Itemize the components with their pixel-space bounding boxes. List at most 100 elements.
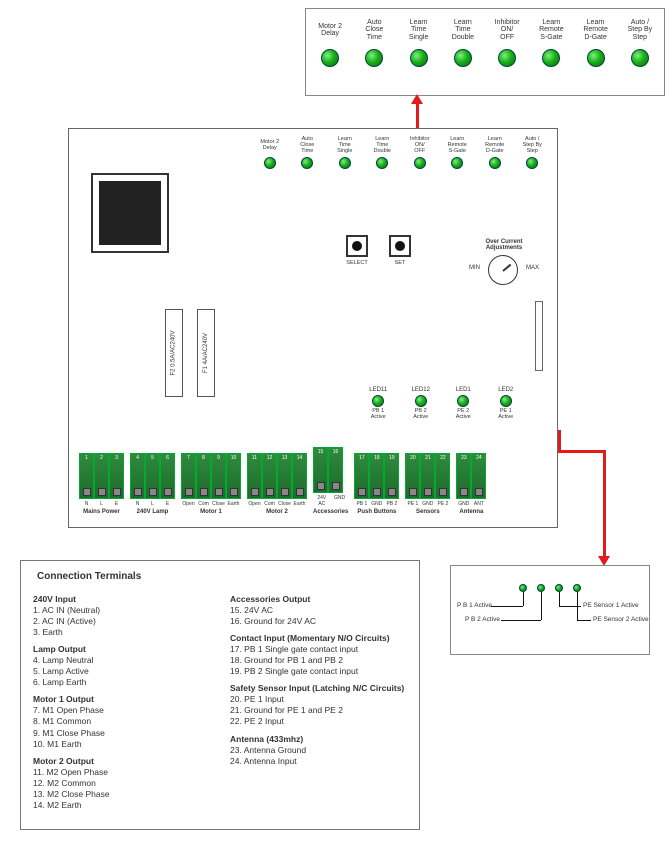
- status-led: LED2PE 1 Active: [487, 387, 525, 421]
- led-icon: [376, 157, 388, 169]
- terminal-description: 20. PE 1 Input: [230, 694, 407, 705]
- terminal-description: 14. M2 Earth: [33, 800, 210, 811]
- pb2-label: P B 2 Active: [465, 616, 500, 623]
- pin-label: PE 1: [405, 501, 420, 507]
- terminal-description: 22. PE 2 Input: [230, 716, 407, 727]
- led-icon: [415, 395, 427, 407]
- terminal: 24: [471, 453, 486, 499]
- program-led: Inhibitor ON/ OFF: [403, 135, 437, 169]
- arrow-line: [558, 430, 561, 450]
- section-heading: Lamp Output: [33, 644, 210, 655]
- led-label: Motor 2 Delay: [260, 135, 279, 157]
- led-icon: [451, 157, 463, 169]
- terminal-description: 17. PB 1 Single gate contact input: [230, 644, 407, 655]
- terminal-description: 13. M2 Close Phase: [33, 789, 210, 800]
- terminal-description: 5. Lamp Active: [33, 666, 210, 677]
- status-led-row: LED11PB 1 ActiveLED12PB 2 ActiveLED1PE 2…: [357, 387, 527, 421]
- terminal: 4: [130, 453, 145, 499]
- section-heading: Motor 2 Output: [33, 756, 210, 767]
- terminal-description: 4. Lamp Neutral: [33, 655, 210, 666]
- led-function-label: PB 1 Active: [371, 409, 386, 421]
- terminal-block: 151624V ACGNDAccessories: [313, 447, 348, 515]
- terminal-description: 7. M1 Open Phase: [33, 705, 210, 716]
- led-icon: [498, 49, 516, 67]
- terminal: 9: [211, 453, 226, 499]
- pin-label: GND: [420, 501, 435, 507]
- terminal-description: 15. 24V AC: [230, 605, 407, 616]
- terminal-description: 16. Ground for 24V AC: [230, 616, 407, 627]
- status-led: LED1PE 2 Active: [444, 387, 482, 421]
- led-label: Inhibitor ON/ OFF: [495, 15, 520, 45]
- led-icon: [301, 157, 313, 169]
- program-led: Learn Time Double: [365, 135, 399, 169]
- pin-label: Earth: [226, 501, 241, 507]
- led-id-label: LED2: [498, 387, 513, 393]
- led-label: Learn Remote D-Gate: [583, 15, 608, 45]
- led-label: Learn Remote D-Gate: [485, 135, 504, 157]
- terminal-block-title: Accessories: [313, 509, 348, 515]
- display-screen: [91, 173, 169, 253]
- pin-label: Com: [262, 501, 277, 507]
- terminal: 5: [145, 453, 160, 499]
- led-icon: [410, 49, 428, 67]
- status-led: LED12PB 2 Active: [402, 387, 440, 421]
- led-icon: [519, 584, 527, 592]
- led-icon: [454, 49, 472, 67]
- pin-label: GND: [369, 501, 384, 507]
- terminal-description: 1. AC IN (Neutral): [33, 605, 210, 616]
- pin-label: Com: [196, 501, 211, 507]
- program-led: Learn Time Double: [442, 15, 484, 67]
- terminal-block: 171819PB 1GNDPB 2Push Buttons: [354, 453, 399, 515]
- fuse-f1: F1 4A/AC240V: [197, 309, 215, 397]
- select-button[interactable]: SELECT: [344, 235, 370, 266]
- led-icon: [526, 157, 538, 169]
- terminal-strip: 123NLEMains Power456NLE240V Lamp78910Ope…: [79, 445, 547, 515]
- max-label: MAX: [526, 265, 539, 271]
- arrow-line: [558, 450, 606, 453]
- terminal-block-title: Sensors: [405, 509, 450, 515]
- led-label: Learn Remote S-Gate: [448, 135, 467, 157]
- status-led-callout: P B 1 Active P B 2 Active PE Sensor 1 Ac…: [450, 565, 650, 655]
- program-led: Motor 2 Delay: [253, 135, 287, 169]
- over-current-label: Over Current Adjustments: [469, 239, 539, 251]
- terminal: 14: [292, 453, 307, 499]
- pb1-label: P B 1 Active: [457, 602, 492, 609]
- program-led: Motor 2 Delay: [309, 15, 351, 67]
- led-icon: [489, 157, 501, 169]
- pin-label: L: [145, 501, 160, 507]
- terminal: 19: [384, 453, 399, 499]
- pin-label: Open: [247, 501, 262, 507]
- led-icon: [372, 395, 384, 407]
- led-label: Auto Close Time: [300, 135, 314, 157]
- adjustment-dial[interactable]: [488, 255, 518, 285]
- program-led: Auto / Step By Step: [515, 135, 549, 169]
- over-current-adjust: Over Current Adjustments MIN MAX: [469, 239, 539, 285]
- pin-label: N: [79, 501, 94, 507]
- led-label: Inhibitor ON/ OFF: [410, 135, 430, 157]
- terminal-block-title: Antenna: [456, 509, 486, 515]
- terminal-description: 24. Antenna Input: [230, 756, 407, 767]
- terminal-block: 11121314OpenComCloseEarthMotor 2: [247, 453, 307, 515]
- pin-label: N: [130, 501, 145, 507]
- led-callout-top: Motor 2 DelayAuto Close TimeLearn Time S…: [305, 8, 665, 96]
- terminal-description: 8. M1 Common: [33, 716, 210, 727]
- arrow-line: [603, 450, 606, 558]
- terminal-block: 78910OpenComCloseEarthMotor 1: [181, 453, 241, 515]
- program-led: Inhibitor ON/ OFF: [486, 15, 528, 67]
- terminal-block-title: Motor 2: [247, 509, 307, 515]
- section-heading: Accessories Output: [230, 594, 407, 605]
- led-icon: [542, 49, 560, 67]
- set-button[interactable]: SET: [387, 235, 413, 266]
- led-icon: [365, 49, 383, 67]
- terminal: 20: [405, 453, 420, 499]
- section-heading: Contact Input (Momentary N/O Circuits): [230, 633, 407, 644]
- terminal-block-title: Mains Power: [79, 509, 124, 515]
- terminal: 21: [420, 453, 435, 499]
- pin-label: E: [109, 501, 124, 507]
- terminal-description: 21. Ground for PE 1 and PE 2: [230, 705, 407, 716]
- terminal-description: 12. M2 Common: [33, 778, 210, 789]
- led-icon: [500, 395, 512, 407]
- led-id-label: LED12: [412, 387, 430, 393]
- led-label: Learn Time Double: [374, 135, 391, 157]
- status-led: LED11PB 1 Active: [359, 387, 397, 421]
